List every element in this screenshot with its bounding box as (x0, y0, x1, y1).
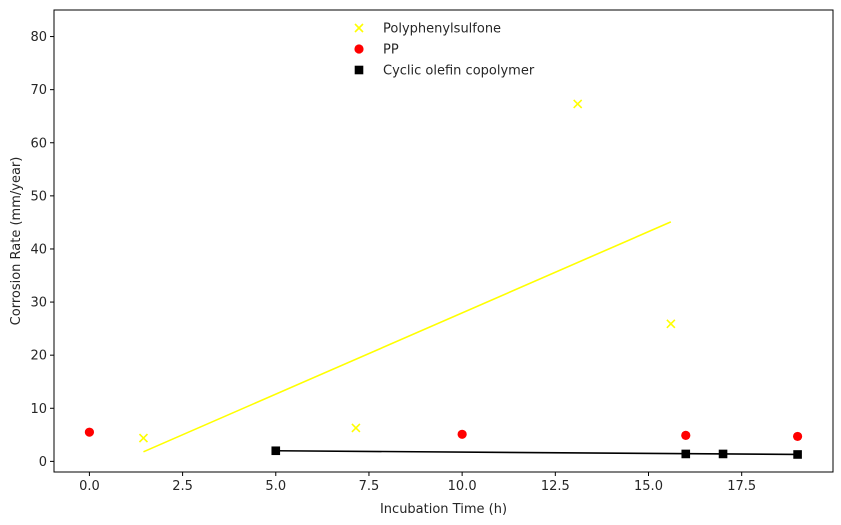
legend-marker-pp (354, 44, 364, 54)
y-tick-label: 50 (30, 189, 47, 204)
legend-label-cyclic-olefin-copolymer: Cyclic olefin copolymer (383, 64, 535, 79)
legend-label-pp: PP (383, 43, 399, 58)
point-polyphenylsulfone (666, 319, 676, 329)
x-tick-label: 15.0 (634, 479, 663, 494)
point-cyclic-olefin-copolymer (793, 450, 802, 459)
x-tick-label: 5.0 (265, 479, 286, 494)
point-pp (792, 431, 803, 442)
x-axis-label: Incubation Time (h) (380, 502, 507, 517)
x-tick-label: 10.0 (448, 479, 477, 494)
legend-marker-cyclic-olefin-copolymer (354, 65, 364, 75)
point-polyphenylsulfone (573, 99, 583, 109)
plot-background (54, 10, 833, 472)
x-tick-label: 7.5 (359, 479, 380, 494)
point-pp (457, 429, 467, 439)
y-tick-label: 10 (30, 402, 47, 417)
point-pp (681, 430, 691, 440)
y-axis-label: Corrosion Rate (mm/year) (9, 157, 24, 326)
point-cyclic-olefin-copolymer (681, 449, 691, 459)
x-tick-label: 12.5 (541, 479, 570, 494)
legend: Polyphenylsulfone PP Cyclic olefin copolym… (354, 22, 535, 79)
y-tick-label: 20 (30, 349, 47, 364)
y-axis-ticks: 0 10 20 30 40 50 60 70 80 (30, 30, 54, 470)
trend-line-cyclic-olefin-copolymer (275, 449, 798, 456)
x-tick-label: 17.5 (727, 479, 756, 494)
legend-label-polyphenylsulfone: Polyphenylsulfone (383, 22, 501, 37)
point-polyphenylsulfone (138, 433, 149, 443)
y-tick-label: 30 (30, 296, 47, 311)
y-tick-label: 80 (30, 30, 47, 45)
y-tick-label: 0 (39, 455, 47, 470)
point-cyclic-olefin-copolymer (271, 446, 281, 456)
plot-area (54, 10, 833, 472)
point-polyphenylsulfone (351, 423, 361, 433)
plot-frame (53, 9, 834, 473)
legend-marker-polyphenylsulfone (354, 23, 364, 33)
x-tick-label: 2.5 (172, 479, 193, 494)
y-tick-label: 40 (30, 242, 47, 257)
x-tick-label: 0.0 (79, 479, 100, 494)
data-markers (84, 99, 803, 459)
trend-line-polyphenylsulfone (143, 221, 672, 453)
point-pp (84, 427, 95, 437)
trend-lines (143, 221, 798, 456)
y-tick-label: 70 (30, 83, 47, 98)
point-cyclic-olefin-copolymer (718, 449, 728, 459)
y-tick-label: 60 (30, 136, 47, 151)
x-axis-ticks: 0.0 2.5 5.0 7.5 10.0 12.5 15.0 17.5 (79, 472, 756, 494)
